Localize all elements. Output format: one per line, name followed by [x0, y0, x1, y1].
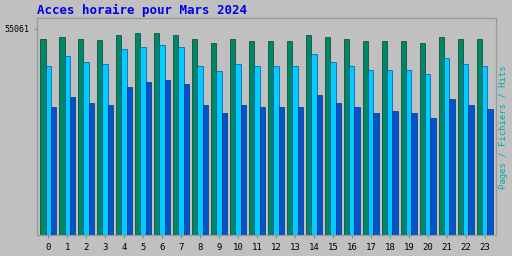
Bar: [306, 35, 311, 235]
Bar: [444, 58, 450, 235]
Bar: [165, 80, 170, 235]
Bar: [241, 105, 246, 235]
Bar: [178, 47, 184, 235]
Bar: [78, 39, 83, 235]
Bar: [46, 66, 51, 235]
Bar: [273, 66, 279, 235]
Bar: [159, 45, 165, 235]
Bar: [249, 41, 254, 235]
Bar: [260, 107, 265, 235]
Bar: [83, 62, 89, 235]
Bar: [387, 70, 392, 235]
Bar: [373, 113, 379, 235]
Bar: [287, 41, 292, 235]
Bar: [51, 107, 56, 235]
Bar: [431, 118, 436, 235]
Bar: [463, 64, 468, 235]
Bar: [458, 39, 463, 235]
Bar: [477, 39, 482, 235]
Bar: [468, 105, 474, 235]
Bar: [382, 41, 387, 235]
Bar: [392, 111, 398, 235]
Bar: [316, 95, 322, 235]
Bar: [121, 49, 127, 235]
Bar: [140, 47, 146, 235]
Bar: [59, 37, 65, 235]
Bar: [217, 71, 222, 235]
Bar: [439, 37, 444, 235]
Bar: [292, 66, 297, 235]
Bar: [335, 103, 341, 235]
Bar: [97, 40, 102, 235]
Bar: [368, 70, 373, 235]
Text: Acces horaire pour Mars 2024: Acces horaire pour Mars 2024: [37, 4, 247, 17]
Bar: [70, 97, 75, 235]
Bar: [40, 39, 46, 235]
Bar: [349, 66, 354, 235]
Bar: [197, 66, 203, 235]
Bar: [325, 37, 330, 235]
Bar: [401, 41, 406, 235]
Bar: [154, 33, 159, 235]
Bar: [420, 43, 425, 235]
Bar: [363, 41, 368, 235]
Bar: [173, 35, 178, 235]
Bar: [330, 62, 335, 235]
Bar: [412, 113, 417, 235]
Bar: [406, 70, 412, 235]
Bar: [450, 99, 455, 235]
Bar: [108, 105, 113, 235]
Bar: [192, 39, 197, 235]
Bar: [230, 39, 236, 235]
Bar: [279, 107, 284, 235]
Bar: [344, 39, 349, 235]
Bar: [65, 56, 70, 235]
Bar: [135, 33, 140, 235]
Bar: [311, 54, 316, 235]
Bar: [297, 107, 303, 235]
Bar: [222, 113, 227, 235]
Bar: [268, 41, 273, 235]
Bar: [211, 43, 217, 235]
Bar: [89, 103, 94, 235]
Bar: [116, 35, 121, 235]
Bar: [146, 82, 151, 235]
Bar: [236, 64, 241, 235]
Bar: [487, 109, 493, 235]
Bar: [127, 87, 132, 235]
Y-axis label: Pages / Fichiers / Hits: Pages / Fichiers / Hits: [499, 65, 508, 189]
Bar: [354, 107, 360, 235]
Bar: [203, 105, 208, 235]
Bar: [482, 66, 487, 235]
Bar: [425, 74, 431, 235]
Bar: [184, 84, 189, 235]
Bar: [254, 66, 260, 235]
Bar: [102, 64, 108, 235]
